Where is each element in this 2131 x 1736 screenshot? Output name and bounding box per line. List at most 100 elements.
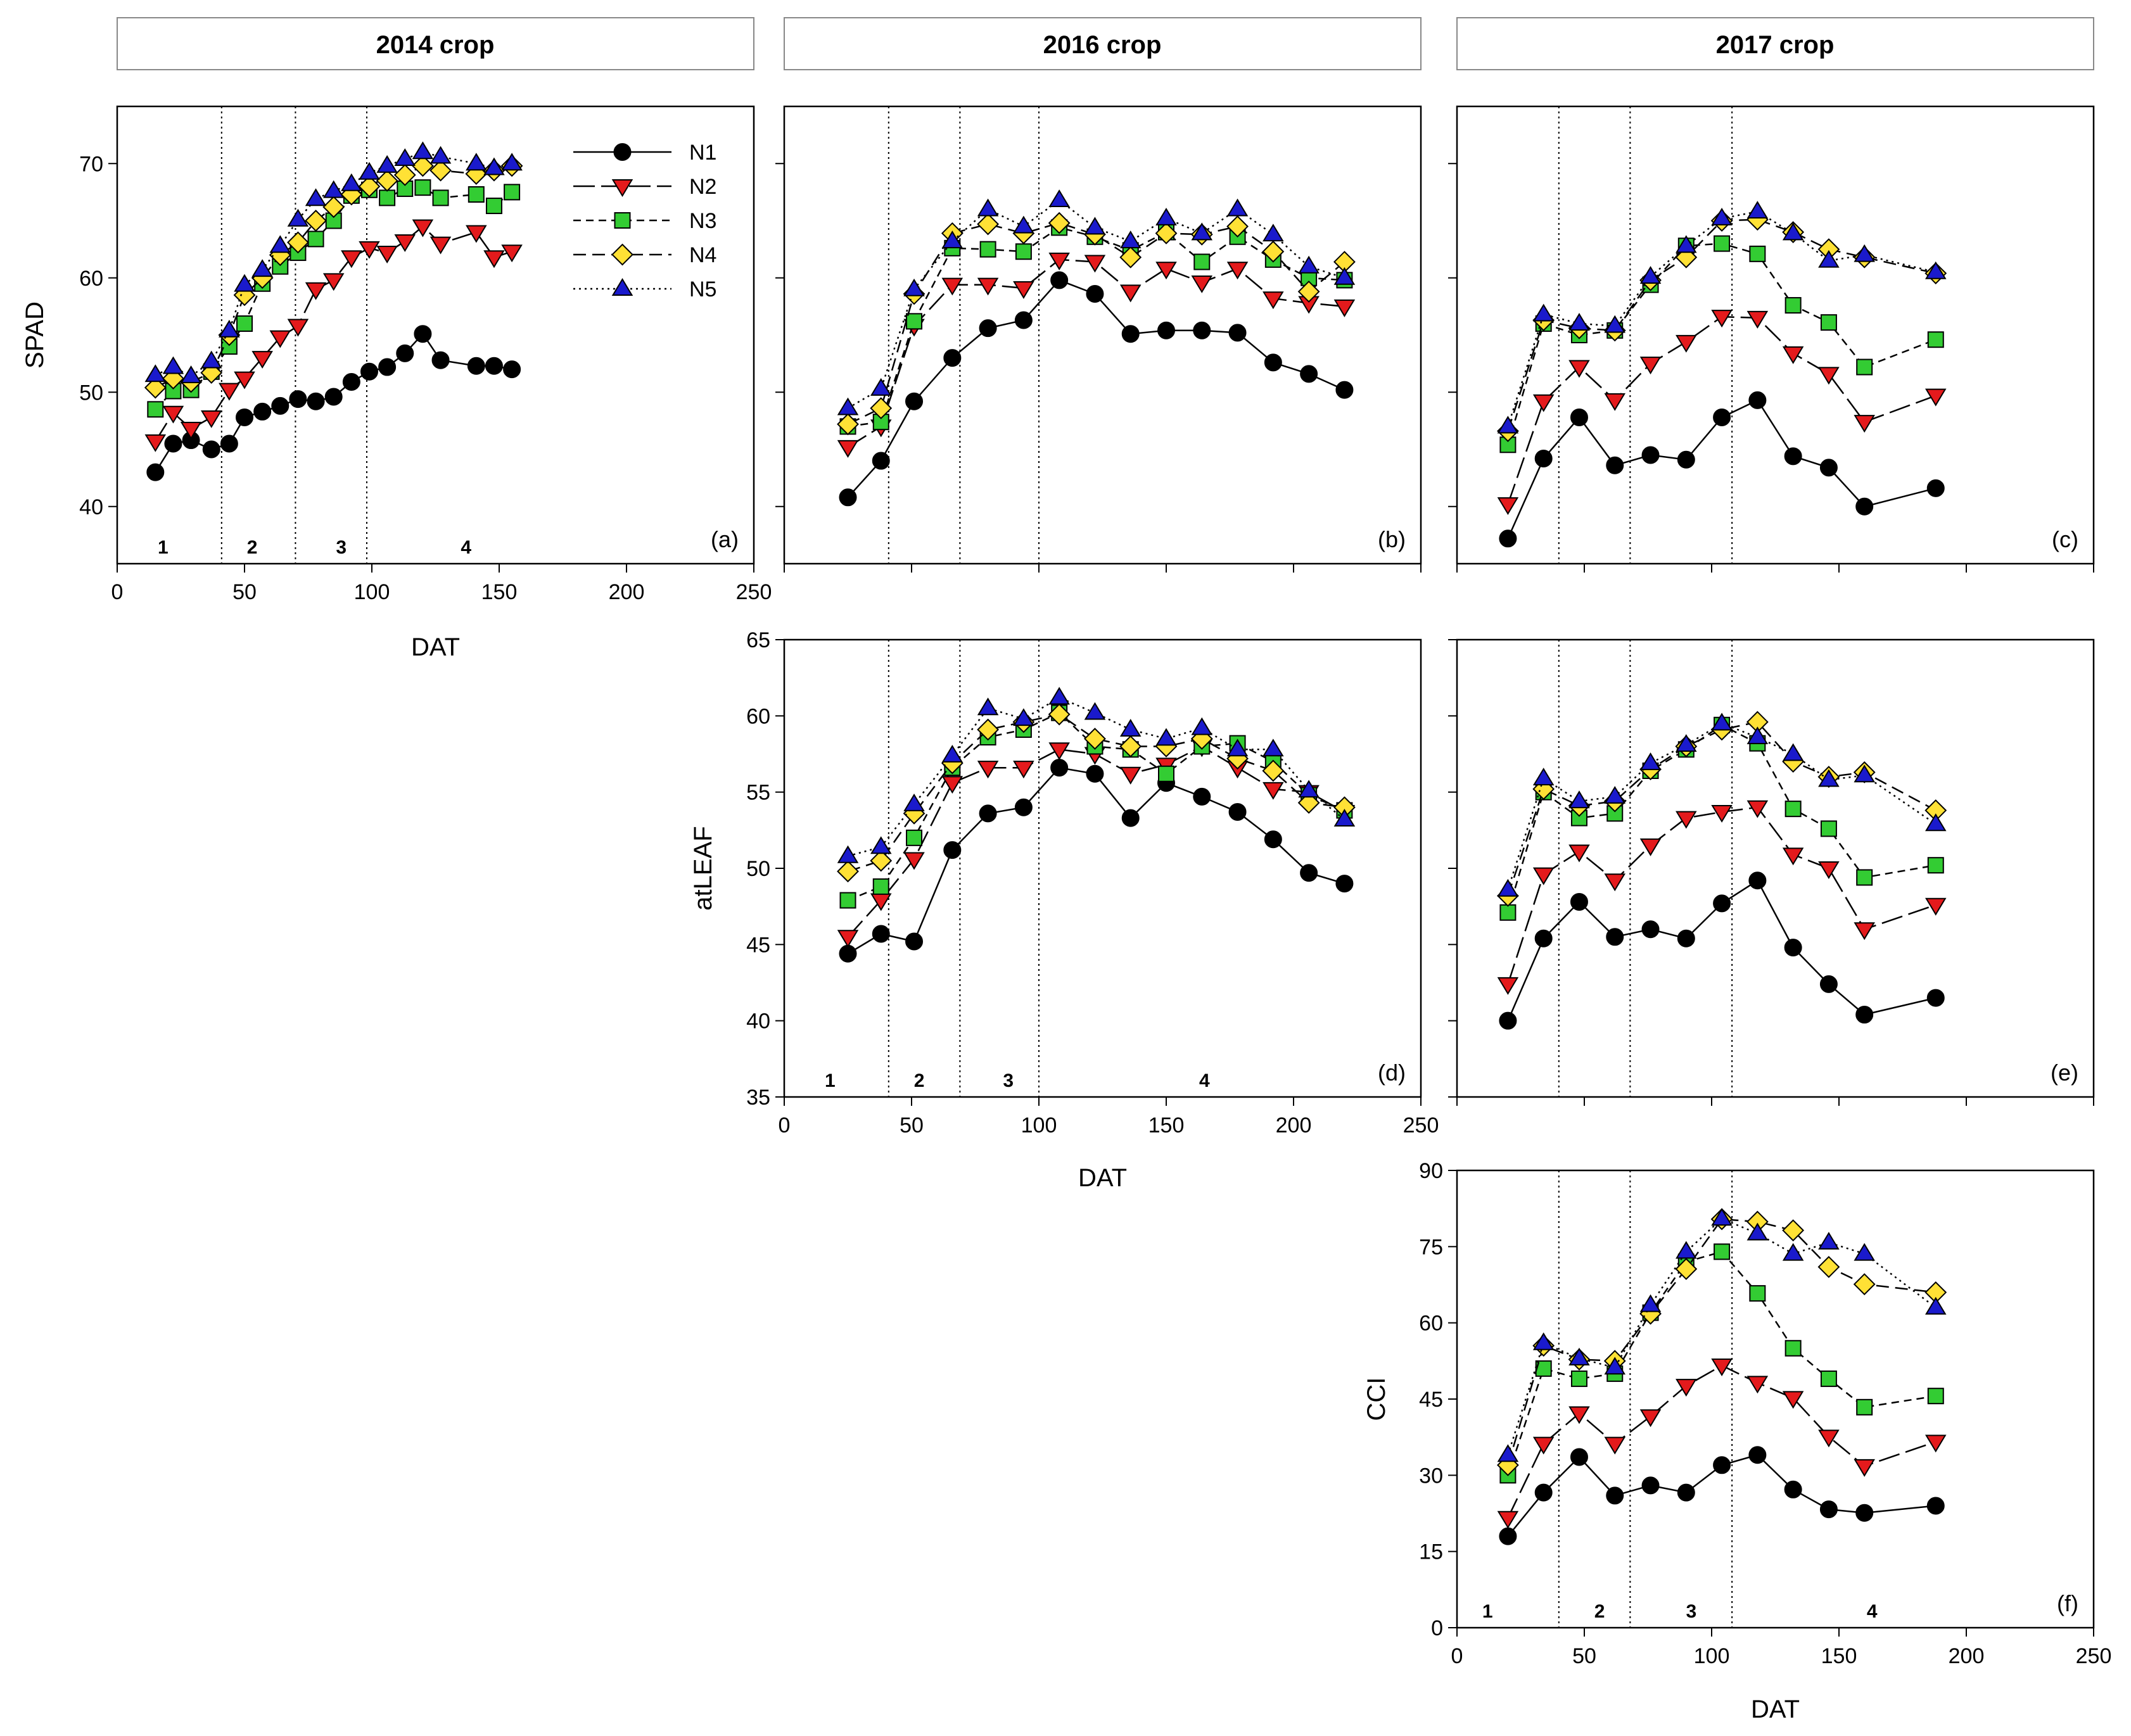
phase-label: 1 [825,1070,836,1091]
data-point [341,250,362,269]
data-point [1193,253,1211,270]
data-point [941,231,964,248]
plot-frame [783,105,1422,565]
data-point [1748,1446,1767,1464]
y-tick-label: 60 [1419,1312,1443,1336]
data-point [219,319,240,338]
data-point [903,852,925,870]
data-point [412,141,434,160]
data-point [1226,215,1249,238]
data-point [1015,243,1032,260]
data-point [1298,780,1320,798]
data-point [979,804,997,823]
data-point [1817,1256,1840,1278]
phase-label: 1 [1482,1601,1493,1622]
data-point [144,434,167,452]
data-point [1746,310,1769,329]
data-point [411,155,434,177]
data-point [837,397,859,415]
data-point [977,213,1000,236]
data-point [1568,844,1590,863]
data-point [1746,1222,1769,1241]
data-point [485,198,502,215]
data-point [1013,215,1034,234]
data-point [1639,266,1662,284]
data-point [322,180,345,198]
y-axis-title: atLEAF [689,826,717,910]
x-tick-label: 250 [736,580,772,604]
data-point [1048,742,1070,761]
data-point [1262,240,1285,263]
data-point [1818,1429,1840,1448]
data-point [906,829,923,846]
data-point [1924,813,1947,832]
data-point [1300,365,1318,383]
legend-label: N3 [689,209,716,233]
data-point [1924,388,1947,407]
x-tick-label: 250 [1403,1113,1439,1137]
series-n5 [1497,713,1947,897]
data-point [305,210,327,232]
data-point [1119,246,1142,269]
series-line [1507,315,1937,505]
y-tick-label: 40 [79,495,103,519]
y-tick-label: 55 [746,781,770,805]
data-point [219,383,240,401]
data-point [1677,450,1695,469]
x-tick-label: 200 [1276,1113,1312,1137]
data-point [1782,847,1804,866]
data-point [1084,217,1106,235]
series-n1 [839,271,1354,507]
data-point [146,463,165,481]
series-line [847,222,1345,425]
data-point [1158,765,1174,782]
legend-item-n4: N4 [573,243,716,267]
header-text: 2014 crop [376,31,495,59]
data-point [234,371,255,390]
data-point [1820,820,1837,837]
data-point [1568,790,1590,809]
data-point [1263,291,1284,310]
x-tick-label: 150 [1148,1113,1185,1137]
data-point [1639,752,1662,770]
data-point [872,925,890,943]
data-point [1048,252,1070,270]
data-point [1300,864,1318,882]
data-point [1818,367,1840,385]
data-point [905,932,924,951]
data-point [906,313,923,330]
series-n1 [1499,391,1945,548]
data-point [872,878,889,895]
data-point [977,198,999,217]
data-point [253,402,272,421]
series-line [155,225,512,442]
panel-tag: (c) [2052,526,2078,552]
data-point [144,376,167,399]
data-point [1677,1483,1695,1502]
data-point [501,153,523,171]
data-point [271,396,289,415]
data-point [943,841,962,859]
data-point [1818,861,1840,879]
panel-a-spad-2014: 0 50 100 150 200 250 40 50 60 70 DAT SPAD 1 2 3 4 (a) [21,105,772,661]
data-point [1499,1527,1517,1545]
data-point [1084,255,1106,273]
data-point [1606,928,1624,946]
header-text: 2017 crop [1716,31,1835,59]
y-axis-title: CCI [1363,1378,1390,1421]
x-tick-label: 0 [779,1113,791,1137]
data-point [376,169,398,192]
data-point [1226,198,1249,217]
data-point [429,159,452,182]
series-line [848,713,1345,872]
data-point [1499,904,1517,921]
series-n1 [1499,871,1945,1030]
data-point [1193,787,1211,806]
data-point [1606,456,1624,474]
data-point [1854,1243,1875,1261]
data-point [1854,244,1875,262]
data-point [1228,324,1247,342]
data-point [1746,1376,1769,1394]
x-tick-label: 100 [354,580,390,604]
x-tick-label: 50 [900,1113,924,1137]
